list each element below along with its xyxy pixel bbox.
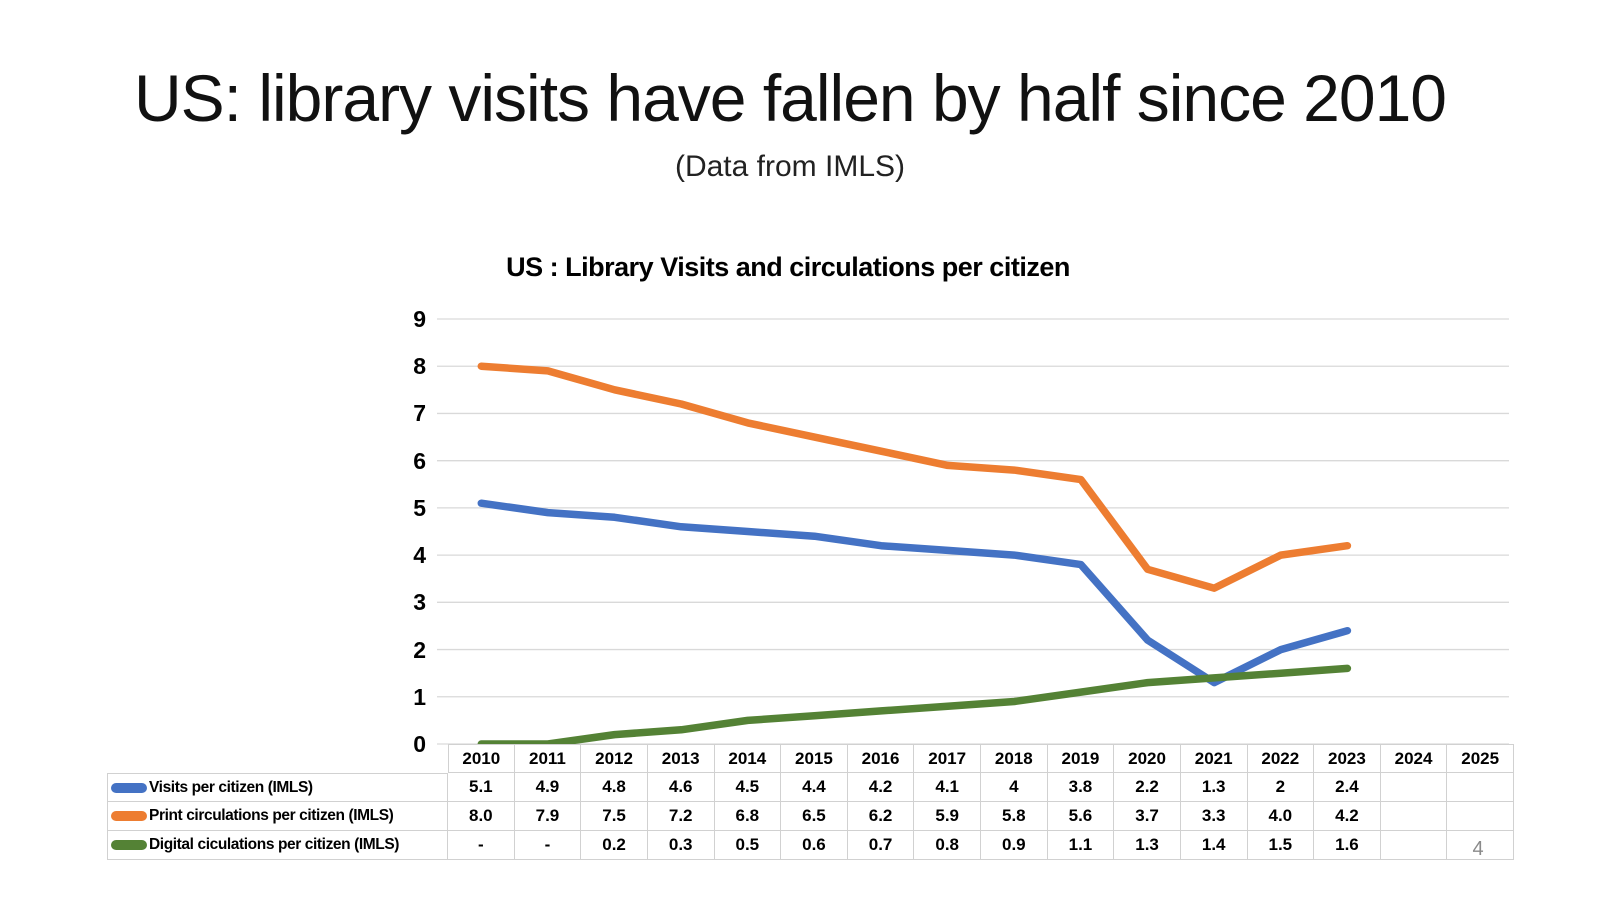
value-cell: 7.9: [514, 802, 582, 831]
value-cell: 0.6: [781, 831, 848, 860]
y-axis-tick-label: 1: [413, 683, 426, 710]
value-cell: [1380, 831, 1448, 860]
y-axis-tick-label: 4: [413, 542, 426, 569]
value-cell: [1447, 831, 1514, 860]
series-line-digital-circulations: [477, 664, 1352, 748]
year-header-cell: 2011: [514, 744, 582, 773]
year-header-cell: 2016: [847, 744, 915, 773]
series-name: Print circulations per citizen (IMLS): [149, 807, 394, 824]
value-cell: -: [448, 831, 515, 860]
value-cell: 6.2: [847, 802, 915, 831]
value-cell: 3.7: [1114, 802, 1181, 831]
value-cell: 4.5: [714, 773, 782, 802]
year-header-cell: 2021: [1180, 744, 1248, 773]
visits-legend-swatch-icon: [111, 782, 147, 793]
value-cell: 4.0: [1247, 802, 1315, 831]
year-header-cell: 2013: [647, 744, 715, 773]
y-axis-tick-label: 7: [413, 400, 426, 427]
value-cell: -: [514, 831, 582, 860]
value-cell: 0.7: [847, 831, 915, 860]
value-cell: 1.6: [1314, 831, 1381, 860]
value-cell: 1.4: [1180, 831, 1248, 860]
year-header-cell: 2020: [1114, 744, 1181, 773]
value-cell: 3.8: [1047, 773, 1115, 802]
y-axis-tick-label: 2: [413, 636, 426, 663]
digital-circulations-legend-swatch-icon: [111, 840, 147, 850]
value-cell: 2.2: [1114, 773, 1181, 802]
line-chart-plot-area: [437, 318, 1509, 748]
series-line-print-circulations: [477, 362, 1352, 592]
value-cell: 7.2: [647, 802, 715, 831]
y-axis-tick-label: 9: [413, 306, 426, 332]
year-header-cell: 2012: [581, 744, 648, 773]
y-axis-tick-label: 3: [413, 589, 426, 616]
year-header-cell: 2015: [781, 744, 848, 773]
year-header-cell: 2022: [1247, 744, 1315, 773]
year-header-cell: 2014: [714, 744, 782, 773]
value-cell: [1447, 802, 1514, 831]
value-cell: 2.4: [1314, 773, 1381, 802]
value-cell: 4.1: [914, 773, 981, 802]
value-cell: 0.8: [914, 831, 981, 860]
value-cell: [1447, 773, 1514, 802]
chart-title: US : Library Visits and circulations per…: [506, 252, 1070, 282]
value-cell: 5.8: [981, 802, 1048, 831]
year-header-cell: 2023: [1314, 744, 1381, 773]
value-cell: 5.1: [448, 773, 515, 802]
year-header-cell: 2024: [1380, 744, 1448, 773]
value-cell: 0.5: [714, 831, 782, 860]
chart-data-table: 2010 2011 2012 2013 2014 2015 2016 2017 2018 2019…: [107, 744, 1514, 860]
value-cell: [1380, 773, 1448, 802]
series-line-visits: [477, 499, 1352, 687]
y-axis-tick-label: 8: [413, 353, 426, 380]
value-cell: 8.0: [448, 802, 515, 831]
value-cell: 5.9: [914, 802, 981, 831]
value-cell: 1.3: [1114, 831, 1181, 860]
series-label-cell: Visits per citizen (IMLS): [107, 773, 448, 802]
value-cell: 1.1: [1047, 831, 1115, 860]
value-cell: 1.3: [1180, 773, 1248, 802]
value-cell: [1380, 802, 1448, 831]
series-name: Visits per citizen (IMLS): [149, 778, 313, 796]
year-header-cell: 2010: [448, 744, 515, 773]
value-cell: 1.5: [1247, 831, 1315, 860]
value-cell: 0.9: [981, 831, 1048, 860]
value-cell: 4.4: [781, 773, 848, 802]
value-cell: 6.5: [781, 802, 848, 831]
slide-subtitle: (Data from IMLS): [674, 150, 906, 183]
series-name: Digital ciculations per citizen (IMLS): [149, 836, 400, 853]
year-header-cell: 2017: [914, 744, 981, 773]
year-header-cell: 2025: [1447, 744, 1514, 773]
year-header-cell: 2018: [981, 744, 1048, 773]
slide-title: US: library visits have fallen by half s…: [134, 61, 1447, 135]
value-cell: 4.2: [847, 773, 915, 802]
value-cell: 6.8: [714, 802, 782, 831]
year-header-cell: 2019: [1047, 744, 1115, 773]
value-cell: 7.5: [581, 802, 648, 831]
value-cell: 4: [981, 773, 1048, 802]
value-cell: 2: [1247, 773, 1315, 802]
value-cell: 4.9: [514, 773, 582, 802]
value-cell: 4.8: [581, 773, 648, 802]
value-cell: 0.2: [581, 831, 648, 860]
y-axis-tick-label: 5: [413, 494, 426, 521]
value-cell: 4.2: [1314, 802, 1381, 831]
page-number: 4: [1472, 838, 1484, 860]
y-axis-tick-label: 0: [413, 731, 426, 757]
value-cell: 0.3: [647, 831, 715, 860]
table-corner-spacer: [107, 744, 448, 773]
series-label-cell: Print circulations per citizen (IMLS): [107, 802, 448, 831]
series-label-cell: Digital ciculations per citizen (IMLS): [107, 831, 448, 860]
y-axis-tick-label: 6: [413, 447, 426, 474]
value-cell: 4.6: [647, 773, 715, 802]
print-circulations-legend-swatch-icon: [111, 811, 147, 821]
value-cell: 3.3: [1180, 802, 1248, 831]
value-cell: 5.6: [1047, 802, 1115, 831]
